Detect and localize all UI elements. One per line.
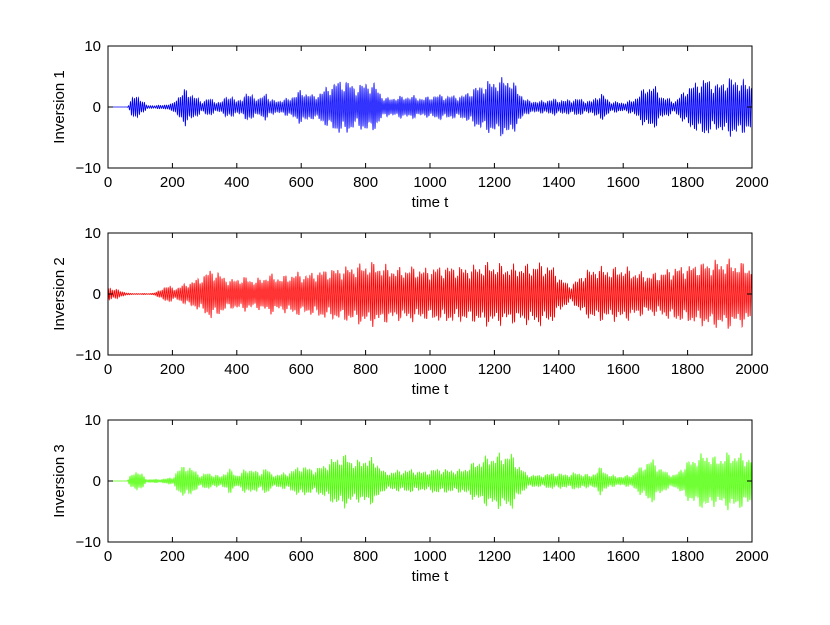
x-tick-label: 1200 [478,548,511,565]
x-tick-label: 1000 [413,361,446,378]
x-tick-label: 1800 [671,361,704,378]
x-tick-label: 400 [224,548,249,565]
y-axis-label: Inversion 2 [51,257,68,330]
y-tick-label: −10 [76,160,101,177]
x-tick-label: 800 [353,174,378,191]
series-line [108,77,752,137]
x-tick-label: 1200 [478,174,511,191]
x-tick-label: 1400 [542,174,575,191]
x-tick-label: 1200 [478,361,511,378]
x-tick-label: 1400 [542,361,575,378]
y-tick-label: −10 [76,347,101,364]
y-tick-label: −10 [76,534,101,551]
subplot-1: 0 200 400 600 800 1000 1200 1400 1600 1800 2000 −10… [51,38,769,211]
x-tick-label: 1800 [671,174,704,191]
x-tick-label: 400 [224,361,249,378]
x-tick-label: 200 [160,361,185,378]
x-tick-label: 800 [353,548,378,565]
x-axis-label: time t [412,568,450,585]
series-line [108,258,752,329]
x-tick-label: 600 [289,361,314,378]
y-tick-label: 0 [93,473,101,490]
x-tick-label: 2000 [735,174,768,191]
x-axis-label: time t [412,194,450,211]
x-tick-label: 1600 [607,174,640,191]
x-tick-label: 200 [160,174,185,191]
x-tick-label: 0 [104,174,112,191]
x-tick-label: 1400 [542,548,575,565]
y-tick-label: 10 [84,412,101,429]
y-axis-label: Inversion 1 [51,70,68,143]
x-tick-label: 800 [353,361,378,378]
y-tick-label: 10 [84,225,101,242]
x-tick-label: 0 [104,548,112,565]
y-tick-label: 0 [93,99,101,116]
x-tick-label: 600 [289,174,314,191]
x-axis-label: time t [412,381,450,398]
series-line [108,452,752,511]
subplot-2: 0 200 400 600 800 1000 1200 1400 1600 1800 2000 −10… [51,225,769,398]
y-tick-label: 0 [93,286,101,303]
subplot-3: 0 200 400 600 800 1000 1200 1400 1600 1800 2000 −10… [51,412,769,585]
x-tick-label: 400 [224,174,249,191]
x-tick-label: 1000 [413,174,446,191]
x-tick-label: 1800 [671,548,704,565]
x-tick-label: 200 [160,548,185,565]
x-tick-label: 2000 [735,361,768,378]
x-tick-label: 1600 [607,361,640,378]
x-tick-label: 1600 [607,548,640,565]
x-tick-label: 0 [104,361,112,378]
y-tick-label: 10 [84,38,101,55]
x-tick-label: 600 [289,548,314,565]
x-tick-label: 1000 [413,548,446,565]
x-tick-label: 2000 [735,548,768,565]
y-axis-label: Inversion 3 [51,444,68,517]
